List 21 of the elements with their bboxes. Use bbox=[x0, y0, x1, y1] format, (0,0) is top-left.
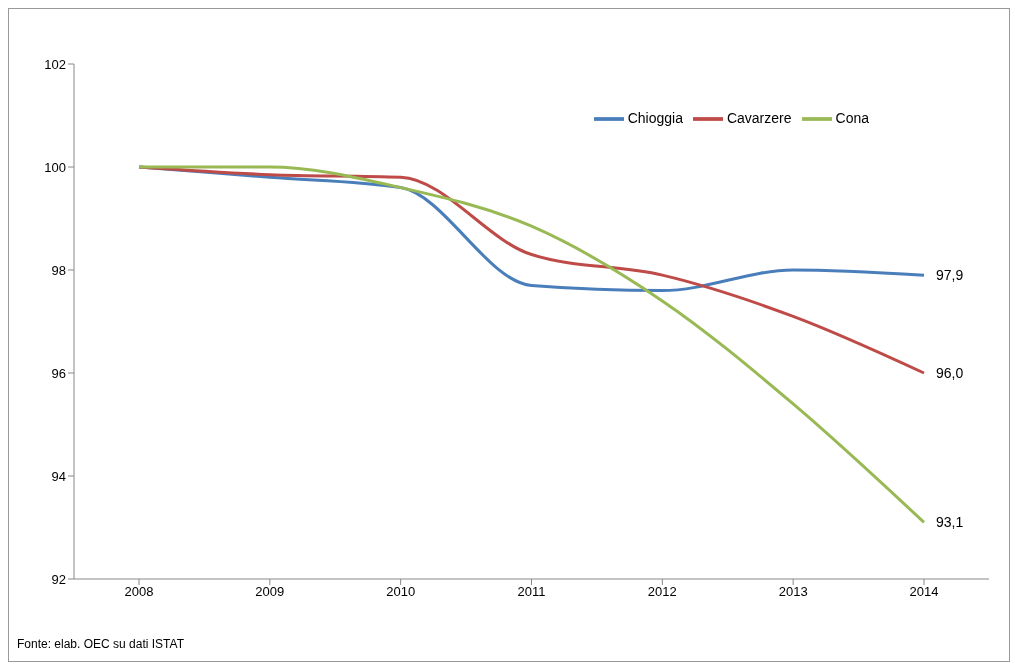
data-label: 97,9 bbox=[936, 267, 964, 284]
y-tick-label: 102 bbox=[44, 56, 66, 72]
data-label: 96,0 bbox=[936, 365, 964, 381]
source-note: Fonte: elab. OEC su dati ISTAT bbox=[17, 637, 184, 651]
x-tick-label: 2008 bbox=[124, 584, 154, 600]
data-label: 93,1 bbox=[936, 514, 964, 531]
x-tick-label: 2009 bbox=[255, 584, 285, 600]
x-tick-label: 2010 bbox=[386, 584, 416, 600]
y-tick-label: 98 bbox=[51, 262, 66, 278]
x-tick-label: 2011 bbox=[517, 584, 546, 600]
legend-label: Cona bbox=[835, 110, 869, 127]
x-tick-label: 2013 bbox=[778, 584, 808, 600]
y-tick-label: 100 bbox=[44, 159, 66, 175]
y-tick-label: 92 bbox=[51, 571, 66, 587]
x-tick-label: 2012 bbox=[647, 584, 677, 600]
y-tick-label: 96 bbox=[51, 365, 66, 381]
x-tick-label: 2014 bbox=[909, 584, 939, 600]
legend-label: Chioggia bbox=[627, 110, 683, 127]
line-series bbox=[137, 165, 926, 524]
y-tick-label: 94 bbox=[51, 468, 66, 484]
legend-label: Cavarzere bbox=[726, 110, 792, 127]
